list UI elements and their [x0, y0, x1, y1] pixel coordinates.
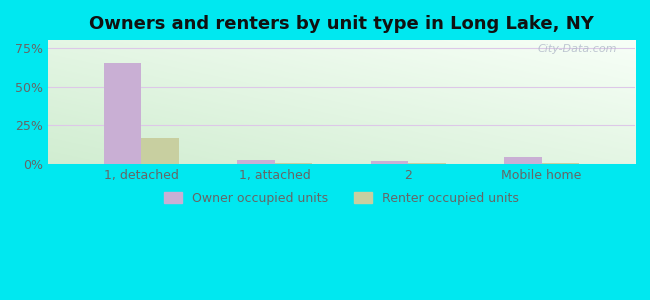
- Bar: [504, 157, 541, 164]
- Bar: [104, 63, 141, 164]
- Bar: [408, 163, 445, 164]
- Bar: [275, 163, 312, 164]
- Bar: [237, 160, 275, 164]
- Bar: [141, 138, 179, 164]
- Legend: Owner occupied units, Renter occupied units: Owner occupied units, Renter occupied un…: [159, 187, 524, 210]
- Text: City-Data.com: City-Data.com: [538, 44, 617, 54]
- Title: Owners and renters by unit type in Long Lake, NY: Owners and renters by unit type in Long …: [89, 15, 594, 33]
- Bar: [541, 163, 579, 164]
- Bar: [370, 161, 408, 164]
